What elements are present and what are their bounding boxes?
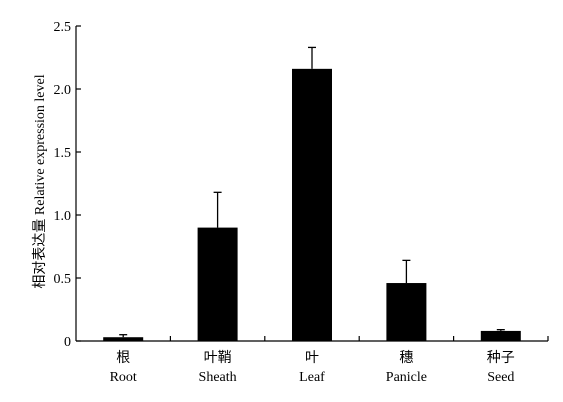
category-label-cn: 穗 (399, 350, 413, 366)
error-bars (119, 46, 505, 338)
y-ticks: 0 0.5 1.0 1.5 2.0 2.5 (54, 20, 81, 350)
bar-seed (480, 330, 521, 341)
y-tick-label: 1.0 (54, 209, 72, 224)
category-label-en: Sheath (199, 370, 237, 385)
bars (103, 68, 521, 341)
category-label-en: Panicle (386, 370, 427, 385)
y-tick-label: 2.5 (54, 20, 72, 35)
bar-sheath (197, 227, 238, 341)
category-label-cn: 根 (116, 350, 130, 366)
bar-panicle (386, 283, 427, 341)
bar-root (103, 337, 144, 341)
category-label-cn: 叶鞘 (204, 350, 232, 366)
category-label-en: Root (110, 370, 137, 385)
y-tick-label: 0 (64, 335, 71, 350)
category-label-en: Leaf (299, 370, 325, 385)
category-label-en: Seed (487, 370, 514, 385)
category-label-cn: 叶 (305, 350, 319, 366)
category-label-cn: 种子 (487, 350, 515, 366)
y-tick-label: 1.5 (54, 146, 72, 161)
y-tick-label: 2.0 (54, 83, 72, 98)
bar-leaf (292, 68, 332, 341)
x-ticks (169, 336, 549, 341)
y-tick-label: 0.5 (54, 272, 72, 287)
category-labels: 根 Root 叶鞘 Sheath 叶 Leaf 穗 Panicle 种子 Seed (110, 350, 515, 385)
y-axis-title: 相对表达量 Relative expression level (32, 74, 48, 288)
